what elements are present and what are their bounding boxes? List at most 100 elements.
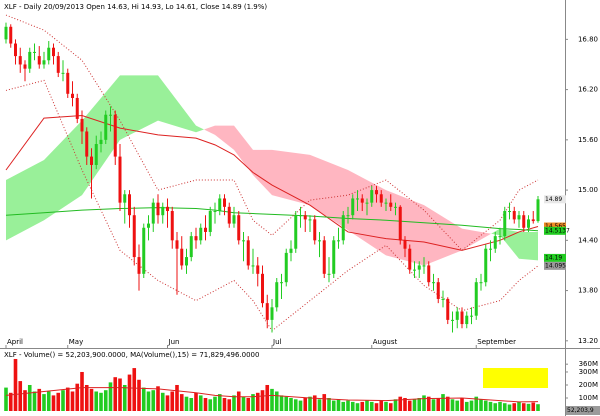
candle-body: [536, 199, 540, 222]
volume-bar: [108, 382, 113, 411]
cloud: [215, 125, 234, 150]
volume-bar: [198, 395, 203, 411]
y-tick-label: 15.00: [578, 186, 598, 194]
volume-bar: [331, 400, 336, 411]
volume-bar: [146, 391, 151, 411]
candle-body: [398, 206, 402, 241]
volume-bar: [346, 400, 350, 411]
candle-body: [356, 198, 359, 200]
volume-bar: [151, 390, 156, 411]
volume-bar: [460, 397, 464, 411]
volume-bar: [426, 396, 431, 411]
volume-bar: [341, 401, 346, 411]
candle-body: [408, 248, 412, 270]
candle-body: [332, 240, 336, 274]
volume-bar: [384, 401, 388, 411]
candle-body: [360, 198, 364, 203]
candle-body: [365, 202, 369, 204]
volume-bar: [293, 399, 298, 411]
candle-body: [223, 198, 226, 207]
volume-bar: [222, 397, 227, 411]
cloud: [253, 149, 272, 196]
volume-bar: [236, 391, 241, 411]
cloud: [158, 75, 196, 133]
candle-body: [313, 219, 317, 241]
y-tick-label: 16.80: [578, 35, 598, 43]
x-tick-label: August: [373, 338, 398, 346]
volume-bar: [160, 392, 165, 411]
volume-bar: [317, 399, 322, 411]
volume-bar: [536, 404, 540, 411]
volume-tick-label: 300M: [579, 368, 598, 376]
candle-body: [370, 190, 374, 203]
volume-bar: [179, 394, 184, 411]
volume-bar: [4, 387, 8, 411]
candle-body: [261, 273, 264, 304]
x-tick-label: September: [477, 338, 516, 346]
volume-bar: [417, 397, 422, 411]
candle-body: [517, 215, 521, 220]
volume-bar: [203, 397, 208, 411]
volume-bar: [403, 397, 407, 411]
volume-bar: [241, 396, 246, 411]
candle-body: [166, 206, 169, 212]
candle-body: [132, 215, 136, 258]
volume-bar: [246, 397, 251, 411]
candle-body: [246, 240, 250, 266]
volume-bar: [379, 400, 384, 411]
volume-bar: [194, 392, 198, 411]
volume-bar: [412, 399, 417, 411]
candle-body: [147, 223, 150, 228]
candle-body: [318, 240, 321, 242]
candle-body: [161, 206, 165, 216]
candle-body: [470, 315, 473, 317]
volume-tick-label: 100M: [579, 394, 598, 402]
volume-bar: [255, 392, 260, 411]
volume-bar: [441, 394, 445, 411]
candle-body: [265, 303, 269, 320]
candle-body: [185, 257, 188, 266]
candle-body: [189, 236, 193, 258]
volume-bar: [27, 384, 32, 411]
candle-body: [113, 114, 117, 157]
candle-body: [104, 114, 108, 140]
candle-body: [118, 156, 122, 203]
volume-bar: [479, 399, 483, 411]
candle-body: [503, 211, 507, 237]
volume-bar: [251, 394, 255, 411]
volume-bar: [436, 397, 441, 411]
volume-bar: [365, 400, 369, 411]
volume-bar: [393, 399, 398, 411]
volume-bar: [141, 387, 146, 411]
y-tick-label: 13.80: [578, 287, 598, 295]
candle-body: [194, 236, 198, 241]
volume-bar: [23, 390, 27, 411]
cloud: [6, 159, 44, 241]
volume-bar: [37, 388, 42, 411]
candle-body: [109, 114, 112, 116]
volume-bar: [336, 399, 341, 411]
volume-bar: [84, 384, 89, 411]
candle-body: [204, 227, 207, 232]
price-flag: [544, 195, 566, 204]
volume-flag-label: 52,203,9: [567, 407, 594, 414]
volume-bar: [51, 395, 56, 411]
candle-body: [61, 72, 65, 74]
volume-bar: [127, 374, 132, 411]
cloud: [310, 154, 348, 231]
candle-body: [460, 311, 464, 325]
volume-bar: [474, 396, 479, 411]
volume-bar: [89, 388, 94, 411]
candle-body: [451, 319, 454, 321]
volume-bar: [521, 403, 526, 411]
candle-body: [90, 156, 93, 165]
price-flag-label: 14.5137: [545, 227, 570, 234]
cloud: [519, 231, 538, 261]
volume-bar: [350, 401, 355, 411]
candle-body: [199, 227, 203, 241]
volume-bar: [260, 390, 265, 411]
candle-body: [441, 298, 445, 300]
candle-body: [508, 211, 511, 213]
volume-bar: [498, 401, 502, 411]
volume-bar: [80, 371, 84, 411]
